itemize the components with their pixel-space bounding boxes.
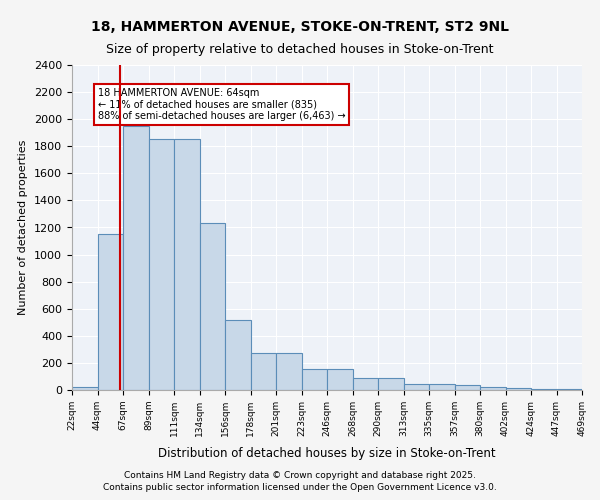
Bar	[404, 384, 429, 390]
Bar	[327, 369, 353, 390]
Text: 18 HAMMERTON AVENUE: 64sqm
← 11% of detached houses are smaller (835)
88% of sem: 18 HAMMERTON AVENUE: 64sqm ← 11% of deta…	[97, 88, 345, 121]
Bar	[480, 387, 505, 390]
Text: Contains HM Land Registry data © Crown copyright and database right 2025.: Contains HM Land Registry data © Crown c…	[124, 471, 476, 480]
Bar	[174, 140, 199, 390]
Bar	[505, 388, 531, 390]
Bar	[72, 387, 97, 390]
X-axis label: Distribution of detached houses by size in Stoke-on-Trent: Distribution of detached houses by size …	[158, 447, 496, 460]
Bar	[225, 320, 251, 390]
Bar	[123, 126, 149, 390]
Bar	[302, 369, 327, 390]
Bar	[531, 389, 557, 390]
Bar	[557, 389, 582, 390]
Bar	[378, 378, 404, 390]
Bar	[199, 224, 225, 390]
Text: Contains public sector information licensed under the Open Government Licence v3: Contains public sector information licen…	[103, 484, 497, 492]
Bar	[455, 384, 480, 390]
Text: Size of property relative to detached houses in Stoke-on-Trent: Size of property relative to detached ho…	[106, 42, 494, 56]
Bar	[429, 384, 455, 390]
Bar	[149, 140, 174, 390]
Bar	[251, 353, 276, 390]
Bar	[97, 234, 123, 390]
Bar	[276, 354, 302, 390]
Bar	[353, 378, 378, 390]
Y-axis label: Number of detached properties: Number of detached properties	[19, 140, 28, 315]
Text: 18, HAMMERTON AVENUE, STOKE-ON-TRENT, ST2 9NL: 18, HAMMERTON AVENUE, STOKE-ON-TRENT, ST…	[91, 20, 509, 34]
